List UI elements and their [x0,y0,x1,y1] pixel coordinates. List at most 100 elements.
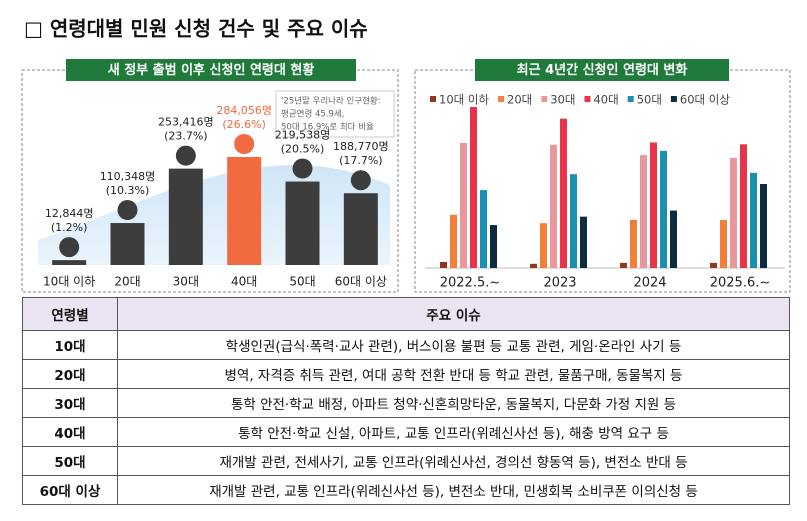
legend-label: 30대 [550,93,575,107]
table-cell: 재개발 관련, 전세사기, 교통 인프라(위례신사선, 경의선 향동역 등), … [117,446,790,476]
table-cell: 병역, 자격증 취득 관련, 여대 공학 전환 반대 등 학교 관련, 물품구매… [117,359,790,389]
bar [660,150,667,268]
share-label: (1.2%) [51,221,88,234]
legend-swatch [430,96,436,102]
legend-label: 10대 이하 [439,93,489,107]
person-head [234,134,255,154]
bar [560,118,567,269]
annotation: 50대 16.9%로 최다 비율 [281,122,374,133]
bar [470,107,477,268]
person-head [292,158,313,179]
table-row: 30대 통학 안전·학교 배정, 아파트 청약·신혼희망타운, 동물복지, 다문화… [22,388,790,418]
value-label: 12,844명 [45,207,94,220]
value-label: 188,770명 [333,140,389,153]
bar [540,223,547,268]
value-label: 219,538명 [275,129,331,142]
share-label: (20.5%) [281,143,325,156]
bar [450,214,457,268]
category-label: 20대 [114,275,140,289]
annotation: '25년말 우리나라 인구현황: [281,96,381,107]
bar [650,142,657,268]
legend-swatch [627,96,634,102]
bar [730,157,737,268]
table-cell: 50대 [22,446,118,476]
person-head [117,200,138,221]
table-cell: 10대 [22,330,118,360]
table-row: 20대 병역, 자격증 취득 관련, 여대 공학 전환 반대 등 학교 관련, 물… [22,359,790,389]
value-label: 253,416명 [158,116,214,129]
bar [440,261,447,268]
person-head [59,237,80,258]
bar [227,157,262,265]
legend-swatch [498,96,505,102]
bar [480,190,487,268]
table-row: 10대 학생인권(급식·폭력·교사 관련), 버스이용 불편 등 교통 관련, 게… [22,330,790,360]
legend-label: 60대 이상 [680,93,730,107]
table-cell: 20대 [22,359,118,389]
bar [285,181,320,265]
category-label: 2022.5.~ [440,276,501,291]
category-label: 60대 이상 [335,275,387,289]
category-label: 30대 [173,275,199,289]
table-row: 연령별 주요 이슈 [22,297,790,331]
table-row: 40대 통학 안전·학교 신설, 아파트, 교통 인프라(위례신사선 등), 해충… [22,417,790,447]
table-row: 50대 재개발 관련, 전세사기, 교통 인프라(위례신사선, 경의선 향동역 등… [22,446,790,476]
bar [750,172,757,268]
category-label: 50대 [289,275,315,289]
table-cell: 30대 [22,388,118,418]
bar [52,260,87,265]
share-label: (17.7%) [339,154,383,167]
bar [490,225,497,268]
table-cell: 연령별 [22,297,118,331]
bar [760,184,767,268]
bar [110,223,145,265]
bar [168,168,203,265]
left-chart-header [66,59,356,81]
bar [670,210,677,268]
right-chart-title: 최근 4년간 신청인 연령대 변화 [517,62,688,78]
person-head [175,145,196,166]
legend-swatch [541,96,548,102]
charts: □ 연령대별 민원 신청 건수 및 주요 이슈 새 정부 출범 이후 신청인 연… [21,17,791,293]
table-cell: 60대 이상 [22,475,118,505]
category-label: 2025.6.~ [710,276,771,291]
legend-label: 20대 [507,93,532,107]
table-cell: 40대 [22,417,118,447]
table-cell: 재개발 관련, 교통 인프라(위례신사선 등), 변전소 반대, 민생회복 소비… [117,475,790,505]
value-label: 110,348명 [100,170,156,183]
bar [550,144,557,268]
table-row: 60대 이상 재개발 관련, 교통 인프라(위례신사선 등), 변전소 반대, 민… [22,475,790,505]
category-label: 2023 [543,276,576,291]
annotation-box [275,90,395,138]
table-cell: 통학 안전·학교 신설, 아파트, 교통 인프라(위례신사선 등), 해충 방역… [117,417,790,447]
bar [570,174,577,268]
share-label: (10.3%) [106,184,150,197]
bar [460,142,467,268]
bar [580,216,587,268]
bar [720,219,727,268]
value-label: 284,056명 [216,104,272,117]
bar [640,155,647,268]
annotation: 평균연령 45.9세, [281,109,344,120]
table-cell: 주요 이슈 [117,297,790,331]
bar [630,219,637,268]
bar [740,144,747,268]
bar [710,262,717,268]
legend-swatch [584,96,591,102]
bar [343,193,378,265]
person-head [350,170,371,191]
table-cell: 통학 안전·학교 배정, 아파트 청약·신혼희망타운, 동물복지, 다문화 가정… [117,388,790,418]
left-chart-title: 새 정부 출범 이후 신청인 연령대 현황 [108,62,315,78]
bar [620,262,627,268]
legend-label: 40대 [593,93,618,107]
category-label: 40대 [231,275,257,289]
share-label: (23.7%) [164,130,208,143]
category-label: 10대 이하 [43,275,95,289]
issue-table: 연령별 주요 이슈 10대 학생인권(급식·폭력·교사 관련), 버스이용 불편 등 … [22,297,790,505]
right-chart-header [475,59,729,81]
legend-swatch [670,96,677,102]
share-label: (26.6%) [222,118,266,131]
legend-label: 50대 [637,93,662,107]
table-cell: 학생인권(급식·폭력·교사 관련), 버스이용 불편 등 교통 관련, 게임·온… [117,330,790,360]
